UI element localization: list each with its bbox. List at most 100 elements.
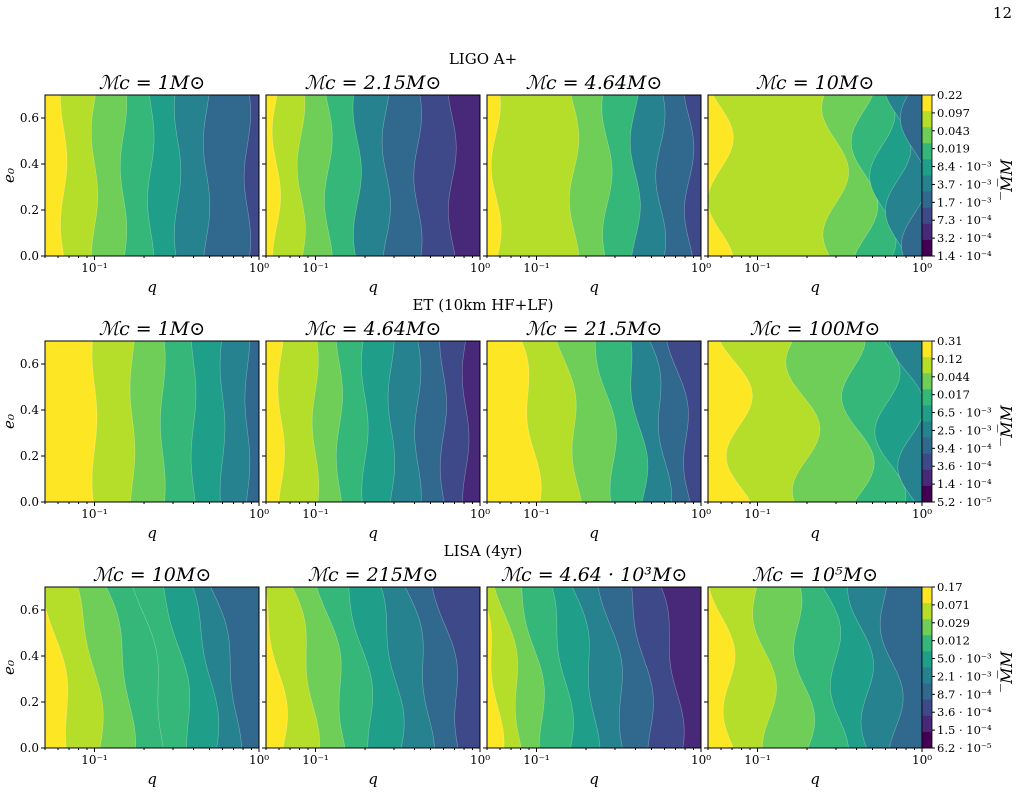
x-tick-label: 10⁰ [470, 753, 490, 767]
y-tick-label: 0.4 [20, 157, 39, 171]
panel-frame [265, 340, 481, 503]
colorbar-tick-label: 3.6 · 10⁻⁴ [937, 705, 992, 719]
colorbar-segment [922, 587, 932, 604]
x-axis-label: q [368, 524, 378, 542]
x-tick-label: 10⁰ [691, 507, 711, 521]
x-tick-label: 10⁻¹ [744, 507, 770, 521]
x-axis-label: q [810, 278, 820, 296]
panel-frame [44, 340, 260, 503]
contour-band [202, 95, 259, 256]
contour-panel: ℳc = 2.15M⊙ 10⁻¹ 10⁰ q [262, 72, 490, 296]
detector-title: LIGO A+ [449, 50, 517, 68]
x-tick-label: 10⁰ [470, 261, 490, 275]
colorbar-tick-label: 5.2 · 10⁻⁵ [937, 495, 992, 509]
contour-panel: ℳc = 1M⊙ 10⁻¹ 10⁰ q 0.0 0.2 0.4 0.6 [20, 72, 269, 296]
colorbar-segment [922, 389, 932, 406]
x-tick-label: 10⁻¹ [81, 753, 107, 767]
panel-title: ℳc = 10M⊙ [93, 564, 212, 586]
x-axis-label: q [589, 278, 599, 296]
colorbar-tick-label: 6.2 · 10⁻⁵ [937, 741, 992, 755]
colorbar-tick-label: 8.4 · 10⁻³ [937, 160, 992, 174]
colorbar-segment [922, 373, 932, 390]
colorbar-tick-label: 3.6 · 10⁻⁴ [937, 459, 992, 473]
x-tick-label: 10⁰ [691, 753, 711, 767]
colorbar-frame [921, 340, 933, 503]
panel-frame [486, 586, 702, 749]
colorbar-frame [921, 586, 933, 749]
colorbar-tick-label: 9.4 · 10⁻⁴ [937, 441, 992, 455]
panel-title: ℳc = 1M⊙ [99, 72, 205, 94]
contour-panel: ℳc = 21.5M⊙ 10⁻¹ 10⁰ q [483, 318, 711, 542]
contour-panel: ℳc = 10M⊙ 10⁻¹ 10⁰ q [704, 72, 932, 296]
colorbar-tick-label: 0.17 [937, 580, 963, 594]
colorbar-tick-label: 1.5 · 10⁻⁴ [937, 723, 992, 737]
y-tick-label: 0.2 [20, 449, 39, 463]
y-tick-label: 0.6 [20, 603, 39, 617]
colorbar-tick-label: 0.097 [937, 106, 970, 120]
x-tick-label: 10⁰ [470, 507, 490, 521]
colorbar: 0.31 0.12 0.044 0.017 6.5 · 10⁻³ 2.5 · 10⁻³ 9.… [921, 334, 992, 509]
colorbar-tick-label: 0.22 [937, 88, 963, 102]
colorbar-segment [922, 239, 932, 257]
x-axis-label: q [589, 770, 599, 788]
x-axis-label: q [810, 524, 820, 542]
colorbar-segment [922, 405, 932, 422]
colorbar-segment [922, 341, 932, 358]
colorbar-tick-label: 5.0 · 10⁻³ [937, 652, 992, 666]
panel-title: ℳc = 4.64M⊙ [305, 318, 442, 340]
contour-band [666, 341, 701, 502]
panel-title: ℳc = 4.64M⊙ [526, 72, 663, 94]
colorbar-tick-label: 0.012 [937, 634, 970, 648]
y-axis-label: e₀ [0, 660, 18, 675]
colorbar-label: ̅M̅M [996, 405, 1016, 446]
panel-title: ℳc = 10M⊙ [756, 72, 875, 94]
x-axis-label: q [368, 770, 378, 788]
colorbar-tick-label: 7.3 · 10⁻⁴ [937, 213, 992, 227]
contour-band [660, 587, 701, 748]
colorbar-tick-label: 0.017 [937, 388, 970, 402]
colorbar-tick-label: 0.12 [937, 352, 963, 366]
colorbar-tick-label: 0.043 [937, 124, 970, 138]
colorbar-segment [922, 453, 932, 471]
contour-band [243, 95, 259, 256]
x-axis-label: q [147, 770, 157, 788]
contour-band [900, 95, 922, 256]
colorbar-segment [922, 469, 932, 487]
colorbar-tick-label: 8.7 · 10⁻⁴ [937, 687, 992, 701]
colorbar-segment [922, 223, 932, 241]
y-tick-label: 0.4 [20, 649, 39, 663]
x-tick-label: 10⁰ [249, 507, 269, 521]
y-tick-label: 0.0 [20, 741, 39, 755]
colorbar-tick-label: 0.019 [937, 142, 970, 156]
contour-panel: ℳc = 1M⊙ 10⁻¹ 10⁰ q 0.0 0.2 0.4 0.6 [20, 318, 269, 542]
x-tick-label: 10⁻¹ [81, 507, 107, 521]
colorbar-segment [922, 421, 932, 439]
y-tick-label: 0.6 [20, 357, 39, 371]
colorbar-segment [922, 635, 932, 652]
y-tick-label: 0.2 [20, 695, 39, 709]
colorbar-tick-label: 3.2 · 10⁻⁴ [937, 231, 992, 245]
panel-title: ℳc = 100M⊙ [750, 318, 881, 340]
colorbar-segment [922, 191, 932, 209]
y-tick-label: 0.4 [20, 403, 39, 417]
x-tick-label: 10⁰ [912, 507, 932, 521]
colorbar-segment [922, 651, 932, 668]
colorbar-tick-label: 1.4 · 10⁻⁴ [937, 477, 992, 491]
colorbar-segment [922, 715, 932, 733]
colorbar-segment [922, 357, 932, 374]
colorbar-tick-label: 0.044 [937, 370, 970, 384]
panel-frame [265, 94, 481, 257]
contour-panel: ℳc = 4.64M⊙ 10⁻¹ 10⁰ q [483, 72, 711, 296]
panel-frame [486, 340, 702, 503]
x-tick-label: 10⁻¹ [302, 507, 328, 521]
x-tick-label: 10⁰ [912, 753, 932, 767]
colorbar-label: ̅M̅M [996, 159, 1016, 200]
page-number: 12 [992, 4, 1012, 22]
panel-title: ℳc = 215M⊙ [308, 564, 439, 586]
colorbar-segment [922, 95, 932, 112]
colorbar-segment [922, 683, 932, 701]
y-tick-label: 0.6 [20, 111, 39, 125]
x-tick-label: 10⁰ [912, 261, 932, 275]
x-axis-label: q [147, 524, 157, 542]
